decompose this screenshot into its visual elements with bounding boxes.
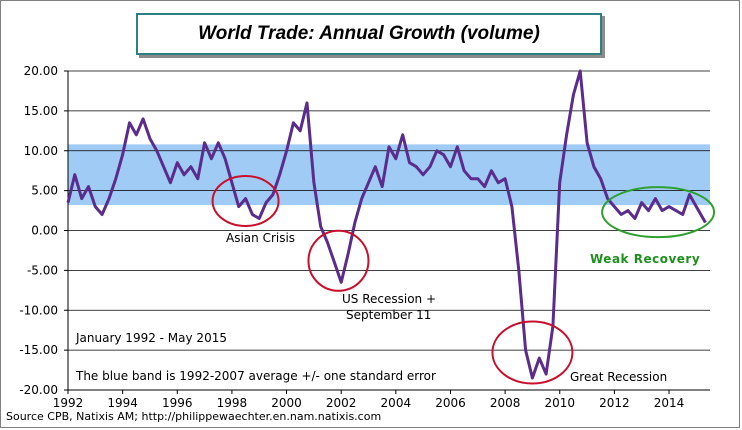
y-tick-label: 5.00 xyxy=(31,184,58,198)
period-label: January 1992 - May 2015 xyxy=(75,331,227,345)
x-tick-label: 1994 xyxy=(107,396,138,410)
x-axis: 1992 1994 1996 1998 2000 2002 2004 2006 2008 2010… xyxy=(53,390,685,410)
source-note: Source CPB, Natixis AM; http://philippew… xyxy=(6,410,382,423)
trade-growth-line xyxy=(66,69,707,380)
great-recession-label: Great Recession xyxy=(570,370,667,384)
x-tick-label: 2014 xyxy=(654,396,685,410)
band-note: The blue band is 1992-2007 average +/- o… xyxy=(75,369,436,383)
x-tick-label: 1998 xyxy=(217,396,248,410)
x-tick-label: 2006 xyxy=(435,396,466,410)
us-recession-label-1: US Recession + xyxy=(342,292,436,306)
y-tick-label: -20.00 xyxy=(19,383,58,397)
x-tick-label: 2000 xyxy=(271,396,302,410)
great-recession-circle xyxy=(491,320,574,385)
y-tick-label: -5.00 xyxy=(27,263,58,277)
y-tick-label: -10.00 xyxy=(19,303,58,317)
weak-recovery-circle xyxy=(601,186,716,239)
x-tick-label: 2010 xyxy=(544,396,575,410)
asian-crisis-circle xyxy=(211,174,280,227)
x-tick-label: 2008 xyxy=(490,396,521,410)
x-tick-label: 2012 xyxy=(599,396,630,410)
x-tick-label: 1996 xyxy=(162,396,193,410)
y-axis: 20.00 15.00 10.00 5.00 0.00 -5.00 -10.00 -15.00… xyxy=(19,64,68,397)
weak-recovery-label: Weak Recovery xyxy=(590,252,700,266)
us-recession-circle xyxy=(307,229,370,292)
x-tick-label: 2004 xyxy=(381,396,412,410)
y-tick-label: 0.00 xyxy=(31,224,58,238)
us-recession-label-2: September 11 xyxy=(346,308,431,322)
chart-title: World Trade: Annual Growth (volume) xyxy=(136,13,602,55)
y-tick-label: 20.00 xyxy=(24,64,58,78)
asian-crisis-label: Asian Crisis xyxy=(226,231,295,245)
x-tick-label: 2002 xyxy=(326,396,357,410)
y-tick-label: 15.00 xyxy=(24,104,58,118)
y-tick-label: -15.00 xyxy=(19,343,58,357)
x-tick-label: 1992 xyxy=(53,396,84,410)
y-tick-label: 10.00 xyxy=(24,144,58,158)
